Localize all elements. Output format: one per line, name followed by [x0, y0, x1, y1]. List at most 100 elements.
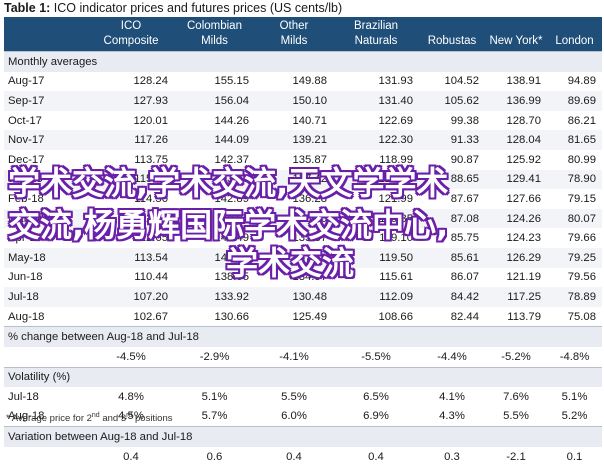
table-cell: 0.4	[255, 447, 333, 466]
table-cell: 6.5%	[333, 387, 419, 407]
table-cell: 80.99	[547, 150, 602, 170]
table-cell: 7.6%	[485, 387, 547, 407]
row-label: Nov-17	[4, 130, 88, 150]
table-cell: 5.2%	[547, 407, 602, 427]
table-cell: 81.65	[547, 130, 602, 150]
table-cell: 128.24	[88, 72, 174, 92]
table-cell: 138.91	[485, 72, 547, 92]
table-cell: 84.42	[419, 287, 485, 307]
table-cell: 131.93	[333, 72, 419, 92]
table-cell: 0.1	[547, 447, 602, 466]
row-label: Aug-17	[4, 72, 88, 92]
table-cell: 126.29	[485, 248, 547, 268]
table-cell: 144.09	[174, 130, 255, 150]
table-cell: 113.79	[485, 307, 547, 327]
table-cell: 155.15	[174, 72, 255, 92]
table-cell: 75.08	[547, 307, 602, 327]
table-cell: 79.56	[547, 268, 602, 288]
table-cell: 124.23	[485, 228, 547, 248]
header-cell-7: London	[547, 17, 602, 52]
table-cell: 140.71	[255, 111, 333, 131]
table-cell: 79.15	[547, 189, 602, 209]
section-heading: Monthly averages	[4, 52, 602, 72]
table-cell: -2.1	[485, 447, 547, 466]
section-heading-row: Volatility (%)	[4, 367, 602, 387]
table-cell: 139.21	[255, 130, 333, 150]
table-cell: 136.99	[485, 91, 547, 111]
table-cell: 127.93	[88, 91, 174, 111]
table-cell: 125.92	[485, 150, 547, 170]
table-cell: 122.30	[333, 130, 419, 150]
table-cell: 113.54	[88, 248, 174, 268]
row-label: Jun-18	[4, 268, 88, 288]
table-cell: -5.2%	[485, 347, 547, 367]
table-cell: 6.9%	[333, 407, 419, 427]
table-cell: 80.07	[547, 209, 602, 229]
row-label: May-18	[4, 248, 88, 268]
table-title-prefix: Table 1:	[4, 1, 50, 15]
table-cell: 107.20	[88, 287, 174, 307]
table-cell: 128.04	[485, 130, 547, 150]
table-cell: 104.52	[419, 72, 485, 92]
table-cell: 156.04	[174, 91, 255, 111]
table-cell: 82.44	[419, 307, 485, 327]
table-cell: 128.70	[485, 111, 547, 131]
table-cell: 102.67	[88, 307, 174, 327]
section-heading: % change between Aug-18 and Jul-18	[4, 327, 602, 347]
table-cell: 78.89	[547, 287, 602, 307]
table-cell: 149.88	[255, 72, 333, 92]
table-cell: 0.6	[174, 447, 255, 466]
table-cell: 105.62	[419, 91, 485, 111]
table-title-text: ICO indicator prices and futures prices …	[54, 1, 342, 15]
table-title: Table 1: ICO indicator prices and future…	[4, 1, 342, 15]
row-label	[4, 447, 88, 466]
table-cell: 0.4	[88, 447, 174, 466]
table-cell: 121.19	[485, 268, 547, 288]
table-cell: 91.33	[419, 130, 485, 150]
section-heading-row: % change between Aug-18 and Jul-18	[4, 327, 602, 347]
table-cell: 4.1%	[419, 387, 485, 407]
table-cell: -4.5%	[88, 347, 174, 367]
watermark-line-3: 学术交流	[226, 238, 354, 284]
header-cell-0	[4, 17, 88, 52]
table-cell: 130.48	[255, 287, 333, 307]
table-cell: 86.07	[419, 268, 485, 288]
table-cell: 86.21	[547, 111, 602, 131]
row-label: Aug-18	[4, 307, 88, 327]
table-cell: 5.5%	[255, 387, 333, 407]
footnote: * Average price for 2nd and 3rd position…	[6, 412, 173, 424]
table-cell: 129.41	[485, 170, 547, 190]
table-row: -4.5%-2.9%-4.1%-5.5%-4.4%-5.2%-4.8%	[4, 347, 602, 367]
table-cell: 124.26	[485, 209, 547, 229]
table-cell: 130.66	[174, 307, 255, 327]
table-cell: 144.26	[174, 111, 255, 131]
table-cell: 150.10	[255, 91, 333, 111]
row-label: Sep-17	[4, 91, 88, 111]
table-cell: 0.4	[333, 447, 419, 466]
table-cell: 85.61	[419, 248, 485, 268]
table-cell: 0.3	[419, 447, 485, 466]
table-cell: 122.69	[333, 111, 419, 131]
table-cell: 6.0%	[255, 407, 333, 427]
table-cell: 89.69	[547, 91, 602, 111]
table-cell: 127.66	[485, 189, 547, 209]
table-cell: 125.49	[255, 307, 333, 327]
table-cell: -4.8%	[547, 347, 602, 367]
header-cell-6: New York*	[485, 17, 547, 52]
table-cell: 4.3%	[419, 407, 485, 427]
table-cell: 5.5%	[485, 407, 547, 427]
table-cell: 108.66	[333, 307, 419, 327]
table-cell: 99.38	[419, 111, 485, 131]
row-label: Oct-17	[4, 111, 88, 131]
